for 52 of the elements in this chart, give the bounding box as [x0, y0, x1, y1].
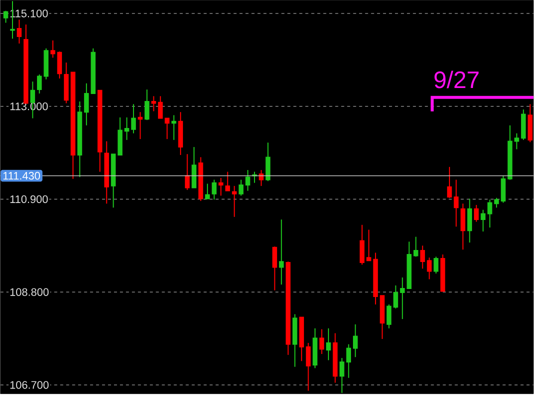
candlestick [400, 277, 405, 320]
ref-line-label: 111.430 [3, 172, 40, 180]
candlestick [272, 246, 278, 291]
candlestick [413, 236, 418, 258]
candlestick [205, 183, 210, 200]
candlestick [124, 117, 130, 141]
candlestick [84, 83, 89, 126]
candlestick [326, 328, 331, 361]
candlestick [346, 344, 352, 379]
candlestick [420, 245, 425, 270]
candlestick [480, 210, 486, 232]
candlestick [131, 104, 136, 134]
candlestick [16, 19, 22, 44]
candlestick [521, 109, 526, 141]
candlestick [460, 203, 466, 250]
candlestick [447, 166, 452, 199]
candlestick [434, 256, 438, 274]
candlestick [171, 114, 176, 141]
annotation: 9/27 [434, 70, 479, 88]
candlestick [144, 89, 150, 121]
candlestick [366, 229, 372, 262]
candlestick [454, 179, 459, 228]
candlestick [386, 304, 392, 330]
candlestick [151, 96, 156, 112]
candlestick [319, 328, 324, 355]
y-tick-label: 110.900 [10, 196, 48, 204]
candlestick [192, 146, 196, 188]
y-tick-label: 108.800 [10, 288, 49, 296]
candlestick [279, 219, 284, 286]
candlestick [494, 198, 499, 208]
candlestick [426, 257, 432, 280]
candlestick [50, 40, 56, 58]
candlestick [57, 51, 62, 80]
candlestick [500, 175, 506, 204]
candlestick [266, 142, 270, 182]
candlestick [352, 324, 358, 358]
candlestick [393, 285, 398, 310]
candlestick [306, 342, 311, 392]
candlestick [245, 170, 250, 192]
candlestick [238, 179, 244, 196]
candlestick [467, 198, 472, 244]
y-tick-label: 106.700 [10, 381, 49, 390]
candlestick [360, 224, 364, 266]
candlestick [340, 358, 344, 394]
candlestick [487, 199, 492, 228]
candlestick [225, 171, 230, 192]
candlestick [232, 186, 237, 218]
candlestick [514, 133, 520, 150]
candlestick [218, 178, 224, 196]
candlestick [212, 179, 217, 200]
candlestick [474, 204, 479, 222]
candlestick [138, 112, 143, 140]
